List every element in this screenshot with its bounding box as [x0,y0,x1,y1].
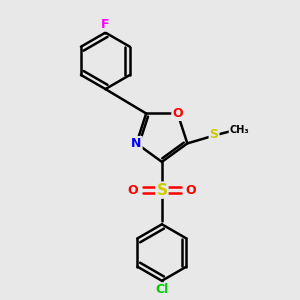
Text: N: N [131,137,142,150]
Text: Cl: Cl [155,283,169,296]
Text: O: O [185,184,196,196]
Text: CH₃: CH₃ [230,125,249,135]
Text: S: S [210,128,219,141]
Text: F: F [101,18,110,31]
Text: O: O [128,184,138,196]
Text: S: S [156,183,167,198]
Text: O: O [172,107,183,120]
